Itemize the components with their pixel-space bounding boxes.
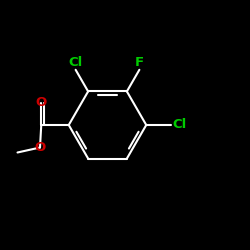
Text: Cl: Cl [172,118,187,132]
Text: F: F [135,56,144,68]
Text: Cl: Cl [68,56,83,68]
Text: O: O [36,96,47,109]
Text: O: O [34,141,46,154]
